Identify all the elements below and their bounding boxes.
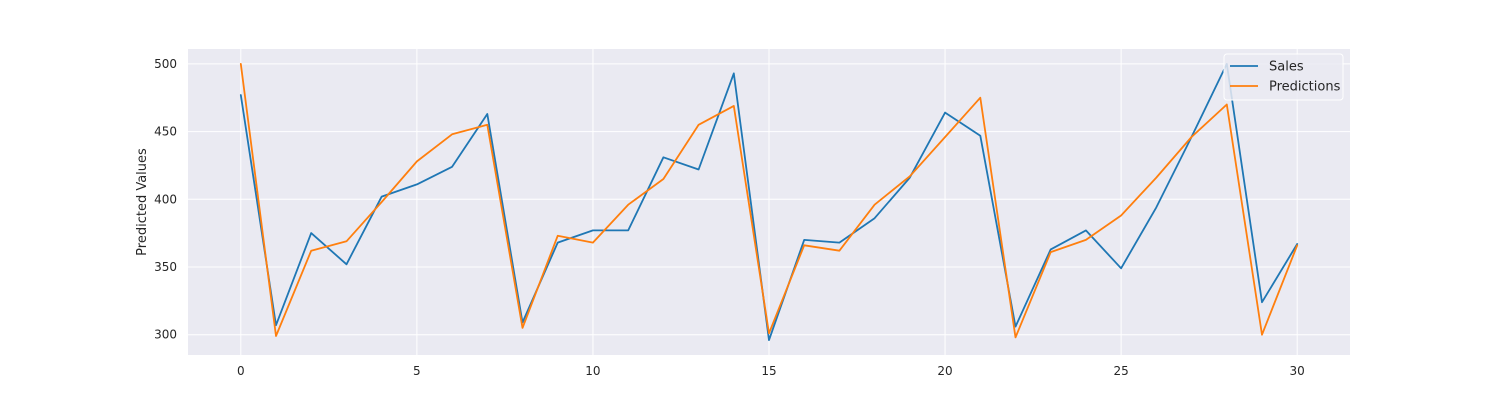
y-axis: 300 350 400 450 500 <box>154 57 177 342</box>
x-tick-label: 25 <box>1113 364 1128 378</box>
series-layer <box>239 63 1299 342</box>
gridlines <box>188 49 1350 355</box>
x-tick-label: 15 <box>761 364 776 378</box>
x-tick-label: 30 <box>1290 364 1305 378</box>
x-tick-label: 5 <box>413 364 421 378</box>
y-tick-label: 400 <box>154 192 177 206</box>
y-tick-label: 300 <box>154 328 177 342</box>
x-tick-label: 10 <box>585 364 600 378</box>
x-axis: 0 5 10 15 20 25 30 <box>237 364 1305 378</box>
y-tick-label: 500 <box>154 57 177 71</box>
legend: Sales Predictions <box>1223 53 1344 101</box>
x-tick-label: 0 <box>237 364 245 378</box>
y-axis-label: Predicted Values <box>135 148 150 256</box>
series-line-sales <box>239 63 1299 342</box>
y-tick-label: 450 <box>154 125 177 139</box>
legend-label: Sales <box>1269 60 1304 75</box>
y-tick-label: 350 <box>154 260 177 274</box>
x-tick-label: 20 <box>937 364 952 378</box>
legend-label: Predictions <box>1269 80 1341 95</box>
series-line-predictions <box>239 63 1299 339</box>
